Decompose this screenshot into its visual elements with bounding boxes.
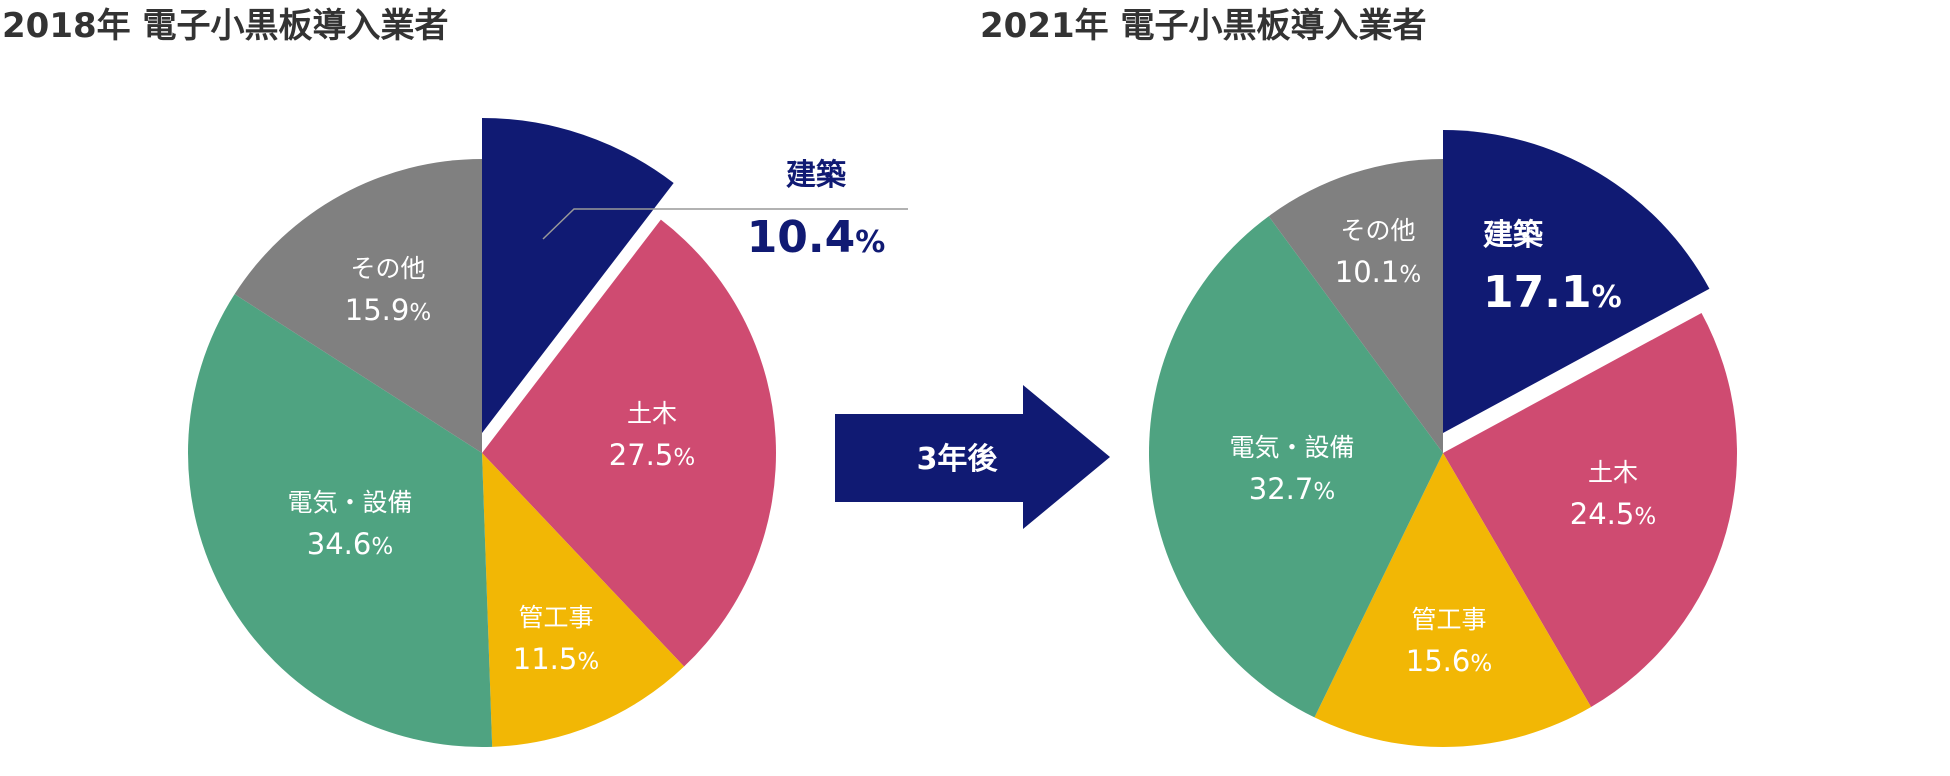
pie-slice-2018-0	[482, 118, 674, 433]
pie-slice-2018-2	[482, 453, 685, 747]
slice-value-2021-2: 15.6%	[1406, 644, 1492, 678]
slice-value-2021-3: 32.7%	[1249, 472, 1335, 506]
slice-value-2018-2: 11.5%	[513, 642, 599, 676]
slice-value-2021-1: 24.5%	[1570, 497, 1656, 531]
arrow-shape	[835, 385, 1110, 529]
chart-title-2018: 2018年 電子小黒板導入業者	[2, 6, 448, 46]
pie-slice-2021-3	[1148, 216, 1443, 718]
pie-slice-2021-1	[1443, 312, 1737, 707]
pie-slice-2021-0	[1443, 130, 1710, 433]
slice-label-2021-3: 電気・設備	[1229, 433, 1354, 462]
pie-slice-2018-1	[482, 219, 776, 667]
slice-label-2018-1: 土木	[627, 399, 677, 428]
slice-label-2021-0: 建築	[1483, 218, 1544, 253]
slice-label-2021-2: 管工事	[1411, 605, 1486, 634]
slice-value-2018-0: 10.4%	[747, 212, 886, 263]
slice-label-2021-1: 土木	[1588, 458, 1638, 487]
slice-value-2018-3: 34.6%	[307, 527, 393, 561]
slice-label-2018-4: その他	[350, 254, 425, 283]
pie-chart-2018: 建築 10.4% 土木 27.5% 管工事 11.5% 電気・設備 34.6% その他 15.9%	[188, 118, 908, 747]
slice-label-2018-0: 建築	[786, 158, 847, 193]
slice-value-2021-0: 17.1%	[1483, 267, 1622, 318]
pie-slice-2018-4	[234, 159, 482, 453]
slice-label-2018-3: 電気・設備	[287, 488, 412, 517]
three-years-later-arrow: 3年後	[835, 385, 1110, 529]
slice-label-2021-4: その他	[1340, 216, 1415, 245]
pie-slice-2021-2	[1314, 453, 1592, 748]
pie-slice-2018-3	[188, 294, 493, 747]
slice-value-2018-4: 15.9%	[345, 293, 431, 327]
chart-title-2021: 2021年 電子小黒板導入業者	[980, 6, 1426, 46]
callout-line-2018	[542, 208, 908, 240]
slice-value-2018-1: 27.5%	[609, 438, 695, 472]
slice-value-2021-4: 10.1%	[1335, 255, 1421, 289]
pie-chart-2021: 建築 17.1% 土木 24.5% 管工事 15.6% 電気・設備 32.7% その他 10.1%	[1148, 130, 1737, 748]
pie-slice-2021-4	[1268, 159, 1443, 453]
slice-label-2018-2: 管工事	[518, 603, 593, 632]
arrow-label: 3年後	[917, 442, 999, 477]
